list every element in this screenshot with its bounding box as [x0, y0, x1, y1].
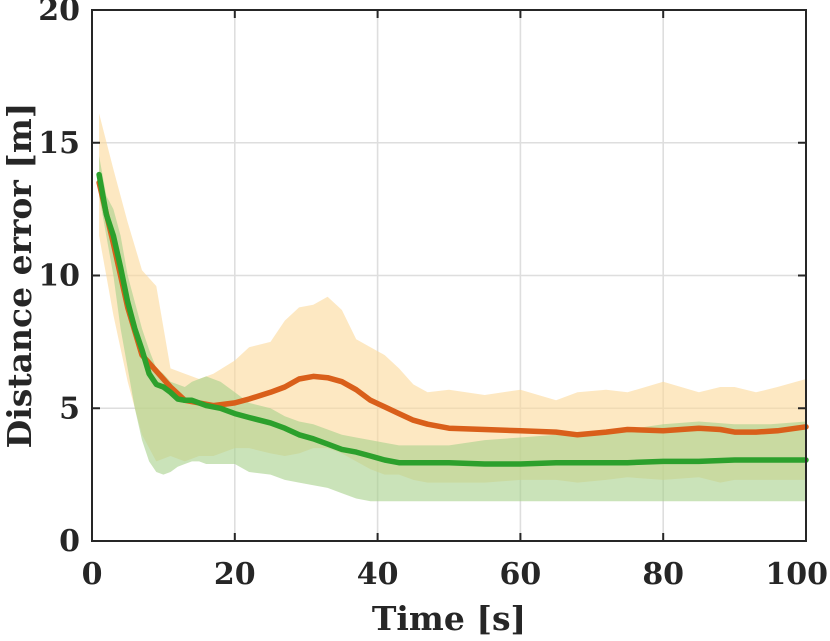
- x-axis-title: Time [s]: [372, 599, 526, 638]
- x-tick-label: 0: [82, 557, 103, 592]
- x-tick-label: 80: [642, 557, 684, 592]
- x-tick-label: 40: [357, 557, 399, 592]
- y-tick-label: 20: [38, 0, 80, 28]
- y-tick-label: 15: [38, 126, 80, 161]
- x-tick-labels: 0 20 40 60 80 100: [82, 557, 828, 592]
- x-tick-label: 20: [214, 557, 256, 592]
- mean-lines: [96, 171, 809, 467]
- band-green: [99, 156, 807, 502]
- axis-ticks: [91, 9, 807, 542]
- x-tick-label: 100: [765, 557, 828, 592]
- y-axis-title: Distance error [m]: [0, 103, 39, 449]
- y-tick-labels: 0 5 10 15 20: [38, 0, 80, 559]
- y-tick-label: 5: [59, 391, 80, 426]
- y-tick-label: 0: [59, 524, 80, 559]
- x-tick-label: 60: [500, 557, 542, 592]
- line-green: [96, 171, 809, 467]
- grid-lines: [92, 10, 806, 541]
- y-tick-label: 10: [38, 259, 80, 294]
